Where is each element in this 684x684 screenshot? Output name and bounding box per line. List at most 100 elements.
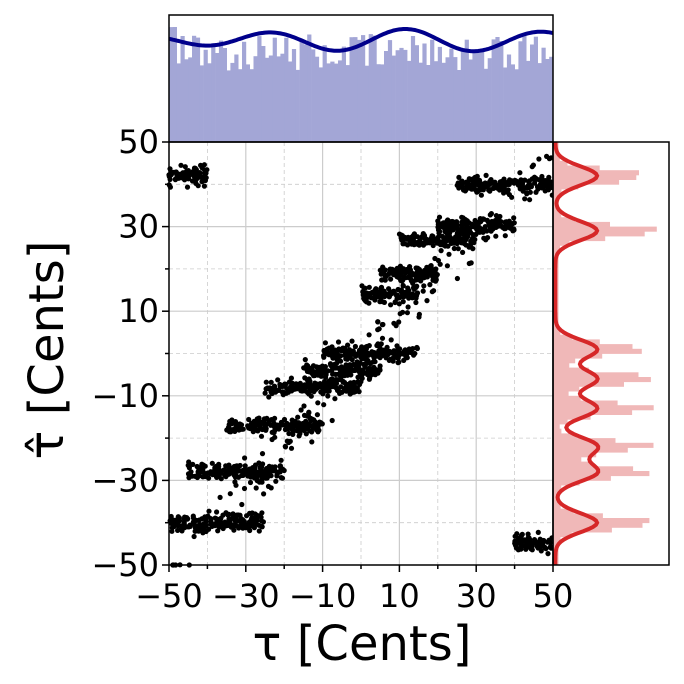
top-hist-bar (510, 64, 515, 142)
right-hist-bar (553, 325, 559, 331)
top-hist-bar (314, 56, 320, 143)
scatter-point (335, 339, 342, 345)
scatter-point (534, 541, 540, 547)
scatter-point (527, 197, 533, 203)
scatter-point (331, 380, 337, 386)
top-hist-bar (226, 70, 231, 142)
scatter-point (185, 516, 191, 522)
top-hist-bar (245, 64, 250, 142)
scatter-point (349, 338, 355, 344)
scatter-point (339, 389, 345, 395)
top-hist-bar (322, 45, 327, 143)
scatter-point (535, 186, 541, 192)
scatter-point (242, 463, 248, 469)
top-hist-bar (318, 67, 323, 142)
top-hist-bar (434, 61, 439, 143)
scatter-point (482, 183, 488, 189)
grid (169, 142, 553, 565)
scatter-point (437, 261, 443, 267)
scatter-point (403, 355, 409, 361)
y-tick-label: 10 (118, 292, 159, 330)
scatter-point (493, 233, 499, 239)
scatter-point (515, 547, 522, 553)
scatter-point (429, 289, 435, 295)
top-hist-bar (272, 37, 277, 143)
scatter-point (356, 347, 363, 353)
scatter-point (424, 298, 430, 304)
scatter-point (372, 297, 378, 303)
scatter-point (525, 535, 531, 541)
scatter-point (327, 361, 334, 367)
top-hist-bar (188, 57, 193, 142)
scatter-point (444, 263, 450, 269)
scatter-point (394, 272, 400, 278)
scatter-point (309, 383, 315, 389)
scatter-point (218, 515, 224, 521)
scatter-point (246, 416, 252, 423)
scatter-point (266, 394, 272, 400)
scatter-point (456, 228, 462, 234)
scatter-point (478, 226, 484, 232)
scatter-point (277, 384, 283, 390)
scatter-point (344, 356, 350, 362)
top-hist-bar (403, 49, 408, 142)
top-hist-bar (334, 63, 339, 142)
scatter-point (511, 220, 517, 226)
scatter-point (363, 361, 369, 367)
scatter-point (443, 235, 449, 241)
scatter-point (486, 180, 492, 186)
top-hist-bar (195, 37, 201, 142)
scatter-point (387, 350, 393, 356)
right-hist-bar (553, 207, 559, 213)
scatter-point (547, 540, 553, 546)
scatter-point (268, 417, 275, 423)
scatter-point (413, 299, 419, 306)
scatter-point (504, 189, 510, 195)
scatter-point (380, 299, 386, 305)
scatter-point (490, 226, 496, 232)
scatter-point (298, 407, 304, 413)
scatter-point (396, 319, 402, 325)
scatter-point (214, 509, 220, 515)
right-kde-line (553, 141, 601, 565)
scatter-point (409, 234, 415, 240)
scatter-point (456, 174, 462, 180)
top-hist-bar (549, 56, 554, 142)
top-hist-bar (299, 41, 304, 142)
scatter-point (397, 311, 403, 317)
scatter-point (208, 516, 214, 522)
scatter-point (256, 528, 262, 534)
top-hist-bar (311, 49, 316, 142)
scatter-point (197, 174, 203, 180)
right-hist-bar (553, 541, 559, 547)
scatter-point (241, 485, 248, 492)
scatter-point (286, 430, 292, 437)
scatter-point (545, 551, 551, 557)
scatter-point (256, 479, 263, 485)
scatter-point (394, 343, 400, 349)
scatter-point (202, 177, 208, 184)
scatter-point (197, 521, 203, 527)
scatter-point (352, 343, 358, 350)
scatter-point (474, 173, 480, 179)
scatter-point (277, 422, 283, 428)
top-hist-bar (184, 59, 189, 142)
scatter-point (518, 184, 525, 190)
scatter-point (230, 514, 236, 521)
scatter-point (404, 236, 410, 242)
scatter-point (421, 234, 427, 240)
scatter-point (466, 220, 472, 226)
scatter-point (281, 416, 288, 423)
scatter-point (262, 423, 268, 430)
top-hist-bar (180, 36, 185, 142)
scatter-point (546, 156, 553, 162)
scatter-point (470, 176, 476, 182)
scatter-point (527, 183, 533, 189)
scatter-point (261, 491, 267, 497)
top-hist-bar (276, 56, 281, 142)
scatter-point (288, 421, 294, 428)
scatter-point (184, 174, 191, 180)
right-hist-bar (553, 428, 562, 434)
right-hist-bar (553, 367, 589, 373)
top-hist-bar (533, 36, 538, 143)
